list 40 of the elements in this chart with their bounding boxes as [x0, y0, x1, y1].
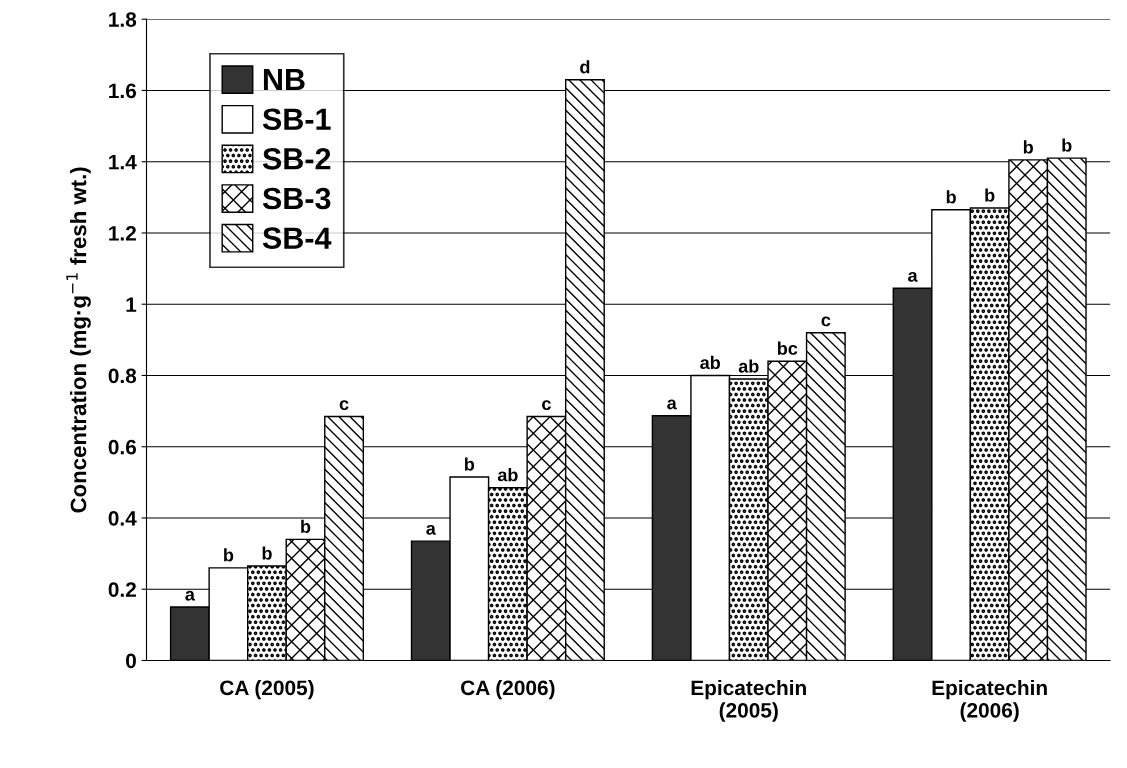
y-tick-label: 0	[126, 653, 136, 669]
y-tick-label: 0.4	[108, 510, 137, 526]
data-label: a	[426, 524, 436, 535]
data-label: ab	[700, 355, 720, 370]
y-tick-label: 0.8	[108, 368, 137, 384]
data-label: a	[185, 590, 196, 601]
data-label: b	[946, 190, 956, 204]
y-tick-label: 1	[126, 297, 137, 312]
legend-label: NB	[263, 69, 305, 91]
data-label: bc	[777, 341, 798, 355]
data-label: b	[301, 519, 311, 533]
data-label: b	[985, 188, 995, 202]
data-label: c	[821, 316, 831, 327]
data-label: b	[1023, 140, 1033, 154]
y-tick-label: 1.8	[109, 12, 137, 27]
data-label: a	[908, 271, 918, 282]
x-tick-label: Epicatechin (2006)	[932, 679, 1047, 722]
y-tick-label: 1.6	[109, 83, 137, 99]
legend-label: SB-3	[262, 187, 331, 210]
y-tick-label: 0.2	[108, 582, 136, 597]
x-tick-label: CA (2005)	[220, 679, 314, 700]
data-label: b	[1062, 138, 1072, 152]
y-tick-label: 1.4	[109, 154, 137, 170]
y-axis-title: Concentration (mg·g$^{−1}$ fresh wt.)	[66, 167, 91, 513]
x-tick-label: Epicatechin (2005)	[691, 679, 806, 722]
legend-label: SB-2	[262, 148, 331, 170]
data-label: b	[464, 457, 475, 471]
data-label: b	[224, 548, 234, 562]
data-label: b	[262, 546, 272, 560]
data-label: a	[667, 399, 677, 410]
legend-label: SB-1	[262, 108, 331, 131]
data-label: ab	[738, 359, 759, 373]
data-label: c	[339, 400, 349, 411]
legend-label: SB-4	[262, 227, 332, 249]
x-tick-label: CA (2006)	[461, 679, 555, 700]
data-label: ab	[497, 468, 518, 482]
data-label: d	[580, 60, 590, 74]
y-tick-label: 1.2	[109, 225, 136, 241]
data-label: c	[542, 400, 551, 411]
y-tick-label: 0.6	[108, 439, 137, 455]
